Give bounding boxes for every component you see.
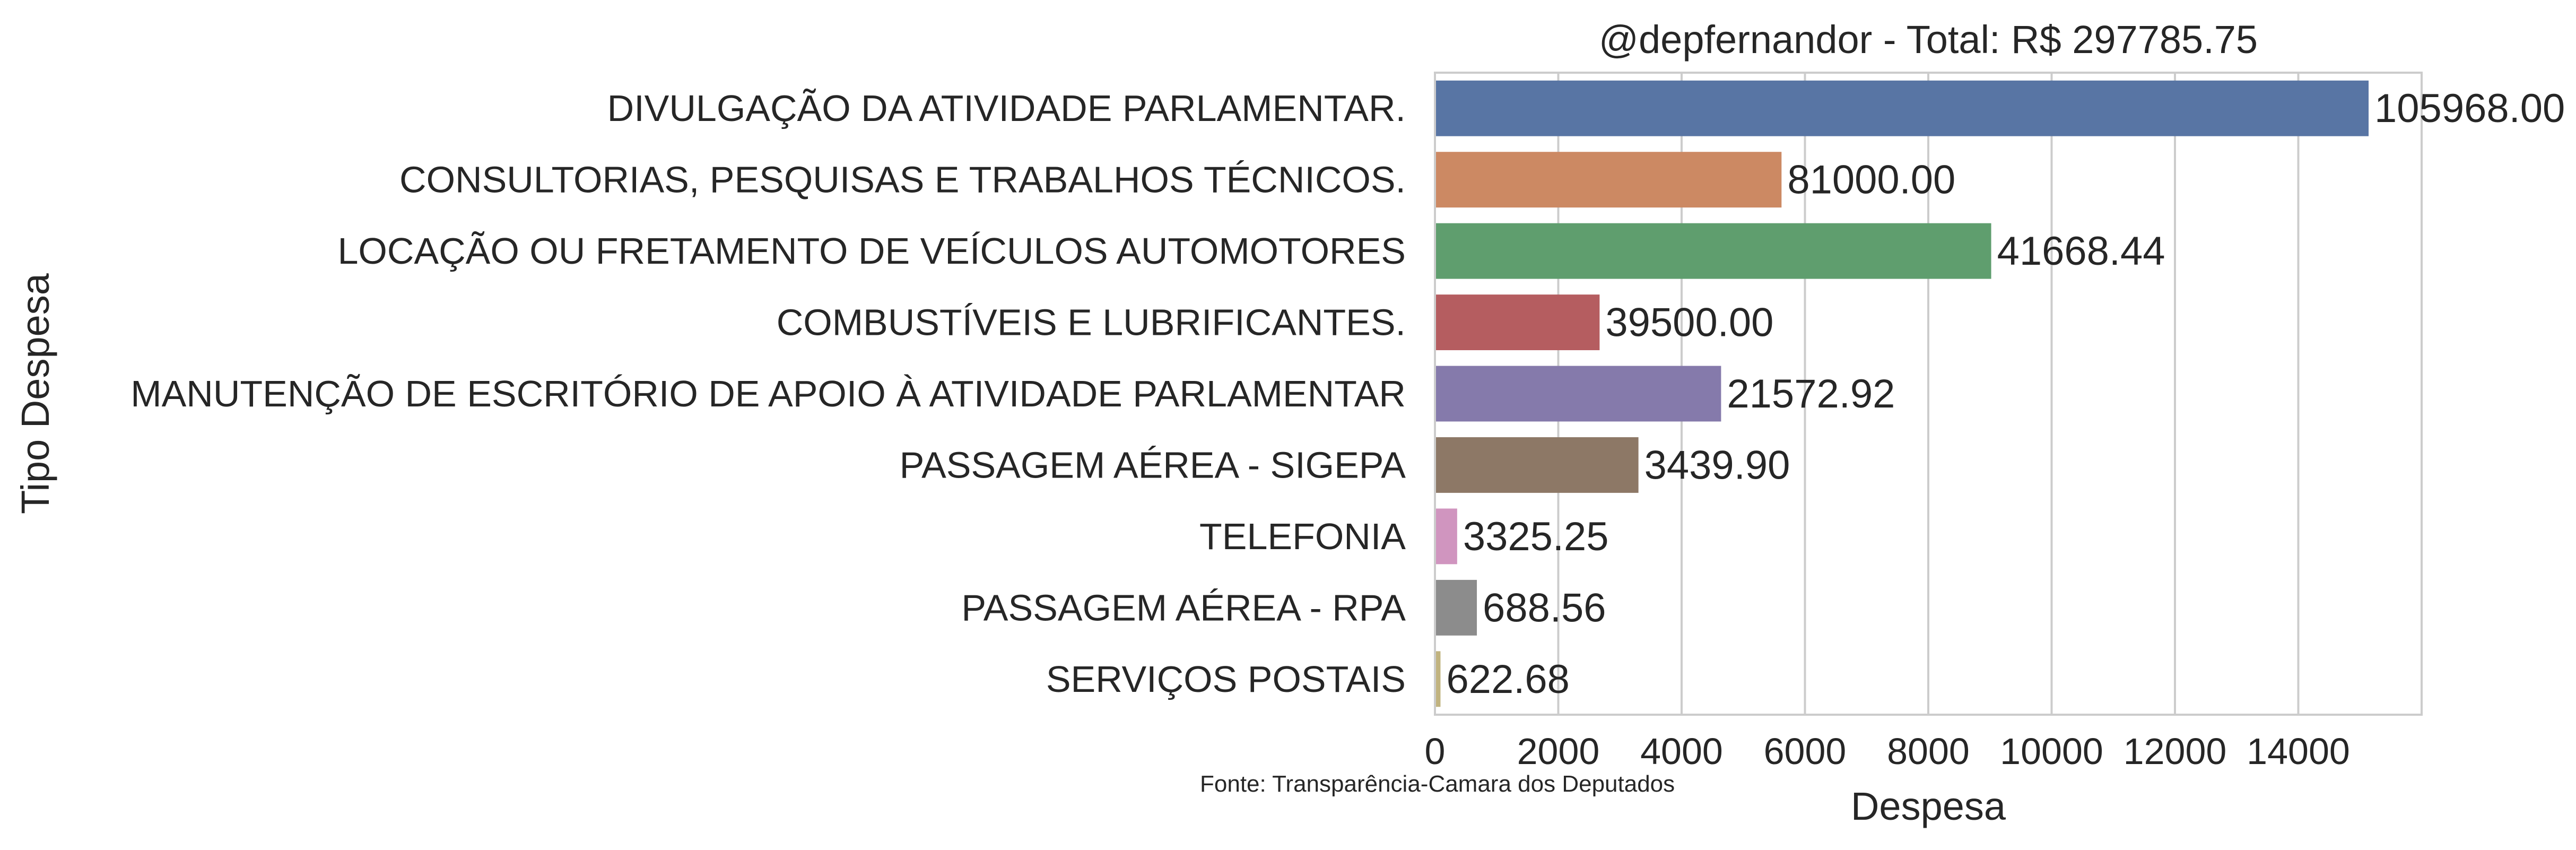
bars bbox=[1435, 80, 2369, 707]
value-labels: 105968.00 81000.00 41668.44 39500.00 21572.9… bbox=[1446, 86, 2565, 702]
x-tick-label: 2000 bbox=[1517, 731, 1600, 772]
y-axis-label: Tipo Despesa bbox=[13, 273, 57, 514]
bar bbox=[1435, 579, 1477, 636]
data-label: 39500.00 bbox=[1605, 300, 1773, 345]
x-tick-label: 0 bbox=[1425, 731, 1446, 772]
y-tick-label: PASSAGEM AÉREA - RPA bbox=[961, 587, 1406, 628]
x-tick-label: 6000 bbox=[1764, 731, 1847, 772]
y-tick-label: MANUTENÇÃO DE ESCRITÓRIO DE APOIO À ATIV… bbox=[130, 373, 1406, 414]
y-tick-label: LOCAÇÃO OU FRETAMENTO DE VEÍCULOS AUTOMO… bbox=[338, 230, 1406, 272]
x-tick-label: 8000 bbox=[1887, 731, 1970, 772]
bar bbox=[1435, 651, 1441, 707]
data-label: 41668.44 bbox=[1997, 229, 2165, 274]
y-tick-labels: DIVULGAÇÃO DA ATIVIDADE PARLAMENTAR. CONS… bbox=[130, 88, 1406, 700]
bar bbox=[1435, 223, 1991, 279]
x-tick-label: 12000 bbox=[2124, 731, 2227, 772]
x-axis-label: Despesa bbox=[1851, 784, 2006, 828]
y-tick-label: SERVIÇOS POSTAIS bbox=[1046, 658, 1406, 700]
data-label: 3439.90 bbox=[1644, 443, 1790, 488]
bar bbox=[1435, 437, 1639, 493]
data-label: 3325.25 bbox=[1463, 514, 1609, 559]
bar bbox=[1435, 508, 1457, 565]
data-label: 105968.00 bbox=[2374, 86, 2565, 131]
x-tick-label: 4000 bbox=[1640, 731, 1723, 772]
data-label: 81000.00 bbox=[1787, 158, 1955, 203]
data-label: 21572.92 bbox=[1727, 371, 1895, 417]
y-tick-label: DIVULGAÇÃO DA ATIVIDADE PARLAMENTAR. bbox=[607, 88, 1406, 129]
bar bbox=[1435, 294, 1600, 350]
y-tick-label: CONSULTORIAS, PESQUISAS E TRABALHOS TÉCN… bbox=[399, 159, 1406, 201]
x-tick-label: 14000 bbox=[2247, 731, 2350, 772]
y-tick-label: TELEFONIA bbox=[1199, 516, 1406, 557]
data-label: 622.68 bbox=[1446, 657, 1569, 702]
data-label: 688.56 bbox=[1483, 585, 1606, 630]
plot-frame bbox=[1434, 72, 2423, 716]
bar bbox=[1435, 366, 1721, 422]
x-tick-labels: 0 2000 4000 6000 8000 10000 12000 14000 bbox=[1425, 731, 2350, 772]
source-note: Fonte: Transparência-Camara dos Deputado… bbox=[1200, 771, 1675, 797]
chart-title: @depfernandor - Total: R$ 297785.75 bbox=[1599, 18, 2258, 62]
x-tick-label: 10000 bbox=[2000, 731, 2103, 772]
y-tick-label: COMBUSTÍVEIS E LUBRIFICANTES. bbox=[777, 302, 1406, 343]
bar bbox=[1435, 80, 2369, 136]
y-tick-label: PASSAGEM AÉREA - SIGEPA bbox=[900, 444, 1406, 485]
bar bbox=[1435, 152, 1782, 208]
